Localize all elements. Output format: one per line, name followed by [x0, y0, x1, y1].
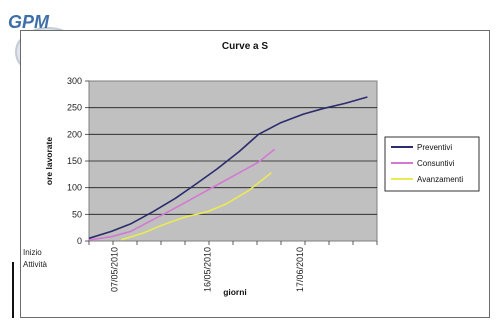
- y-axis-label: ore lavorate: [44, 137, 54, 185]
- y-tick-label-0: 0: [77, 236, 82, 246]
- legend-label-consuntivi: Consuntivi: [417, 159, 455, 168]
- y-tick-label-2: 100: [67, 183, 82, 193]
- edge-bar: [12, 262, 14, 318]
- chart-frame: Curve a S 0 50 100 150 200 250 300 07/05/2010 1…: [20, 30, 490, 318]
- s-curve-chart: Curve a S 0 50 100 150 200 250 300 07/05/2010 1…: [23, 41, 480, 297]
- origin-label-line1: Inizio: [23, 248, 42, 257]
- logo-text: GPM: [8, 12, 50, 32]
- chart-title: Curve a S: [222, 41, 268, 52]
- y-tick-label-3: 150: [67, 156, 82, 166]
- x-tick-label-0: 07/05/2010: [110, 247, 120, 292]
- legend-label-avanzamenti: Avanzamenti: [417, 175, 463, 184]
- x-tick-label-1: 16/05/2010: [202, 247, 212, 292]
- origin-label-line2: Attività: [23, 260, 48, 269]
- y-axis-ticks: 0 50 100 150 200 250 300: [67, 76, 89, 246]
- legend-label-preventivi: Preventivi: [417, 143, 452, 152]
- series-line-avanzamenti: [120, 172, 272, 241]
- x-axis-ticks: 07/05/2010 16/05/2010 17/06/2010: [88, 241, 378, 292]
- legend: Preventivi Consuntivi Avanzamenti: [384, 136, 480, 192]
- x-axis-label: giorni: [223, 287, 247, 297]
- series-line-preventivi: [88, 96, 368, 240]
- y-tick-label-1: 50: [72, 209, 82, 219]
- series-line-consuntivi: [88, 148, 276, 241]
- series-lines: [88, 96, 368, 241]
- y-tick-label-5: 250: [67, 103, 82, 113]
- x-tick-label-2: 17/06/2010: [295, 247, 305, 292]
- y-tick-label-6: 300: [67, 76, 82, 86]
- y-tick-label-4: 200: [67, 129, 82, 139]
